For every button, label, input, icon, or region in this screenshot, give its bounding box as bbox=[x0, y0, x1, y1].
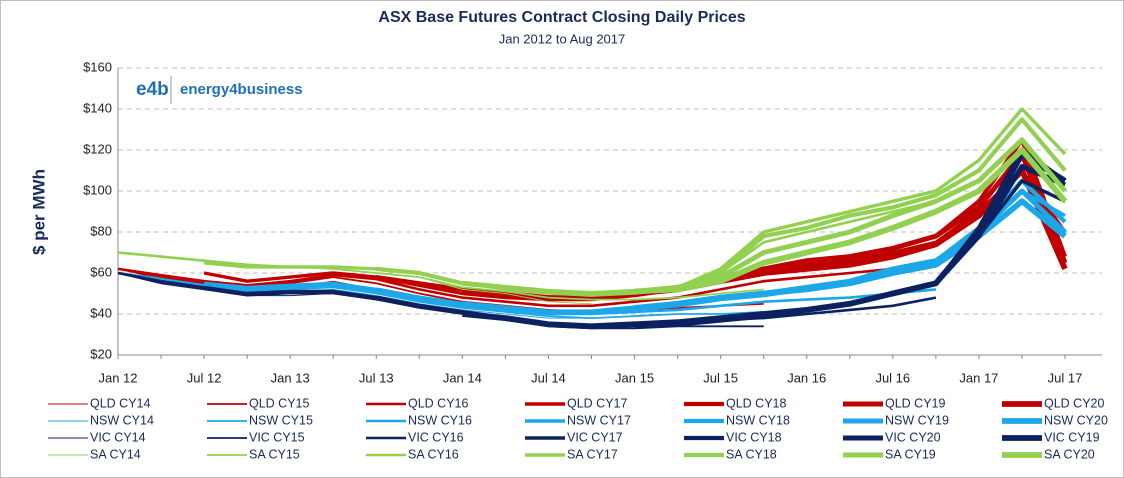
x-tick-label: Jan 12 bbox=[98, 370, 137, 385]
series-line bbox=[462, 151, 1067, 330]
legend-label: NSW CY18 bbox=[726, 413, 790, 427]
legend-label: VIC CY19 bbox=[1044, 430, 1100, 444]
legend-label: QLD CY18 bbox=[726, 396, 786, 410]
y-tick-label: $120 bbox=[83, 141, 112, 156]
x-tick-label: Jul 12 bbox=[187, 370, 222, 385]
chart-title: ASX Base Futures Contract Closing Daily … bbox=[378, 9, 745, 26]
legend-label: SA CY17 bbox=[567, 447, 618, 461]
x-tick-label: Jan 17 bbox=[959, 370, 998, 385]
x-tick-label: Jul 17 bbox=[1048, 370, 1083, 385]
legend-label: SA CY15 bbox=[249, 447, 300, 461]
x-tick-label: Jan 15 bbox=[615, 370, 654, 385]
legend-label: SA CY18 bbox=[726, 447, 777, 461]
x-tick-label: Jan 13 bbox=[271, 370, 310, 385]
y-tick-label: $160 bbox=[83, 59, 112, 74]
legend-label: QLD CY17 bbox=[567, 396, 627, 410]
legend-label: QLD CY20 bbox=[1044, 396, 1104, 410]
y-tick-label: $140 bbox=[83, 100, 112, 115]
y-tick-label: $60 bbox=[90, 264, 112, 279]
logo-text: energy4business bbox=[180, 81, 303, 98]
legend-label: VIC CY18 bbox=[726, 430, 782, 444]
legend-label: NSW CY19 bbox=[885, 413, 949, 427]
x-tick-label: Jan 14 bbox=[443, 370, 482, 385]
legend-label: NSW CY16 bbox=[408, 413, 472, 427]
y-axis-label: $ per MWh bbox=[29, 169, 48, 255]
series-line bbox=[117, 261, 937, 308]
legend-label: NSW CY14 bbox=[90, 413, 154, 427]
chart-subtitle: Jan 2012 to Aug 2017 bbox=[499, 31, 626, 46]
legend-label: QLD CY14 bbox=[90, 396, 150, 410]
legend-label: SA CY14 bbox=[90, 447, 141, 461]
legend-label: NSW CY20 bbox=[1044, 413, 1108, 427]
legend-label: VIC CY14 bbox=[90, 430, 146, 444]
legend-label: VIC CY17 bbox=[567, 430, 623, 444]
legend-label: SA CY16 bbox=[408, 447, 459, 461]
legend-label: SA CY20 bbox=[1044, 447, 1095, 461]
logo: e4b bbox=[136, 79, 169, 100]
y-tick-label: $100 bbox=[83, 182, 112, 197]
legend-label: QLD CY19 bbox=[885, 396, 945, 410]
legend-label: QLD CY15 bbox=[249, 396, 309, 410]
legend-label: VIC CY16 bbox=[408, 430, 464, 444]
series-line bbox=[634, 147, 1068, 295]
legend-label: VIC CY15 bbox=[249, 430, 305, 444]
legend-label: VIC CY20 bbox=[885, 430, 941, 444]
legend-label: NSW CY17 bbox=[567, 413, 631, 427]
series-line bbox=[462, 137, 1067, 296]
y-tick-label: $40 bbox=[90, 305, 112, 320]
x-tick-label: Jul 15 bbox=[703, 370, 738, 385]
legend-label: QLD CY16 bbox=[408, 396, 468, 410]
x-tick-label: Jul 13 bbox=[359, 370, 394, 385]
y-tick-label: $80 bbox=[90, 223, 112, 238]
legend-label: NSW CY15 bbox=[249, 413, 313, 427]
x-tick-label: Jul 14 bbox=[531, 370, 566, 385]
legend-label: SA CY19 bbox=[885, 447, 936, 461]
x-tick-label: Jan 16 bbox=[787, 370, 826, 385]
series-line bbox=[634, 198, 1067, 311]
x-tick-label: Jul 16 bbox=[875, 370, 910, 385]
y-tick-label: $20 bbox=[90, 346, 112, 361]
logo-box bbox=[130, 74, 368, 106]
